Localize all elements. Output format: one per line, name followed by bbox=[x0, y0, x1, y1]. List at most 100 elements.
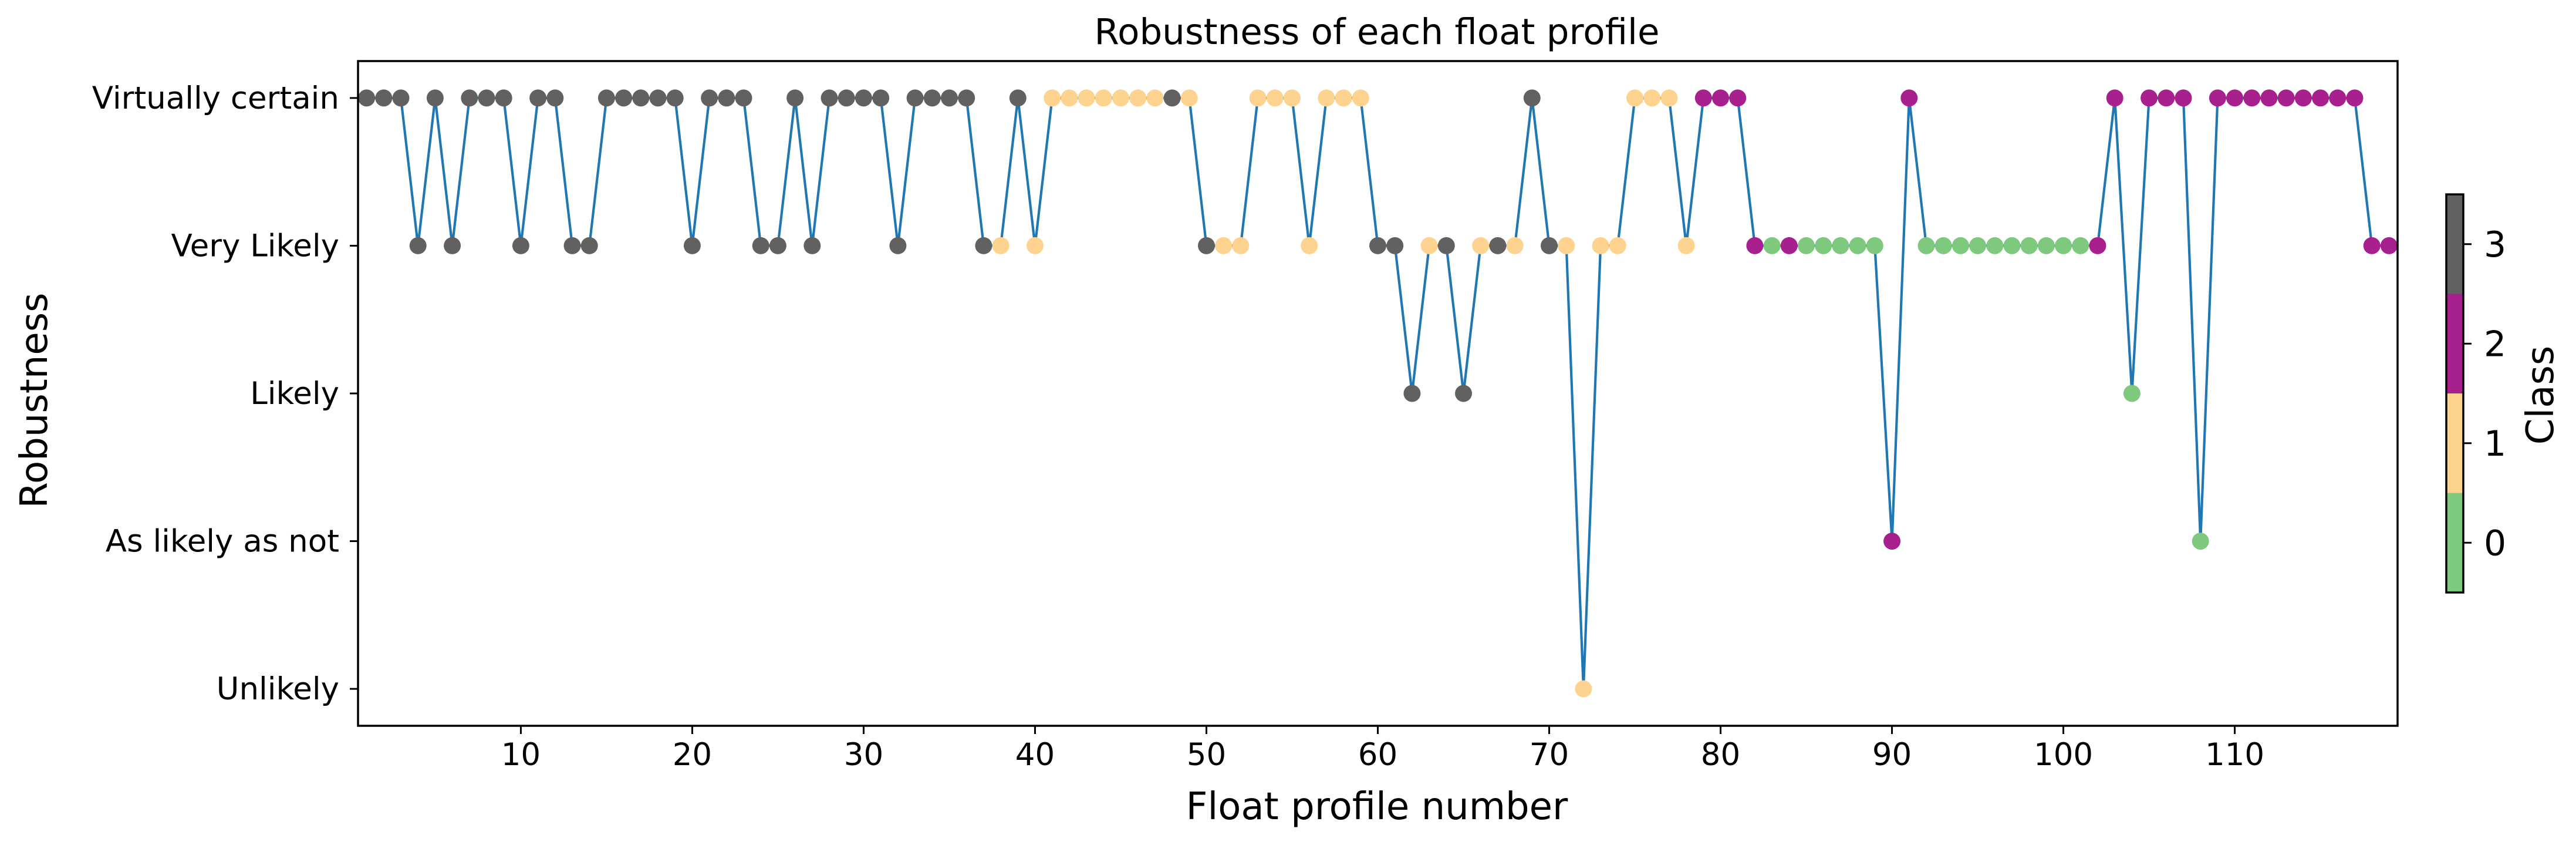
data-point bbox=[1643, 89, 1661, 107]
data-point bbox=[2003, 237, 2021, 254]
data-point bbox=[2020, 237, 2038, 254]
data-point bbox=[1969, 237, 1987, 254]
plot-area: 10 20 30 40 50 60 70 80 90 100 110 Virtually certai… bbox=[92, 60, 2399, 773]
data-point bbox=[2072, 237, 2089, 254]
data-point bbox=[1095, 89, 1112, 107]
data-point bbox=[2312, 89, 2329, 107]
data-point bbox=[2192, 533, 2209, 550]
data-point bbox=[1232, 237, 1250, 254]
data-point bbox=[1420, 237, 1438, 254]
data-point bbox=[821, 89, 838, 107]
y-tick-label: Virtually certain bbox=[92, 80, 339, 116]
data-point bbox=[1318, 89, 1335, 107]
x-tick-label: 20 bbox=[673, 737, 712, 773]
data-point bbox=[358, 89, 376, 107]
series-line bbox=[366, 96, 2389, 691]
data-point bbox=[958, 89, 975, 107]
data-point bbox=[1900, 89, 1918, 107]
data-point bbox=[1575, 680, 1592, 698]
data-point bbox=[1284, 89, 1301, 107]
data-point bbox=[855, 89, 872, 107]
data-point bbox=[563, 237, 581, 254]
data-point bbox=[2141, 89, 2158, 107]
data-point bbox=[1694, 89, 1712, 107]
data-point bbox=[752, 237, 769, 254]
data-point bbox=[1523, 89, 1541, 107]
y-tick-label: Very Likely bbox=[171, 228, 339, 264]
data-point bbox=[444, 237, 461, 254]
data-point bbox=[1780, 237, 1798, 254]
data-point bbox=[1129, 89, 1147, 107]
x-tick-label: 40 bbox=[1015, 737, 1055, 773]
colorbar-segment bbox=[2446, 294, 2463, 393]
data-point bbox=[838, 89, 855, 107]
data-point bbox=[735, 89, 752, 107]
data-point bbox=[786, 89, 804, 107]
data-point bbox=[1146, 89, 1164, 107]
data-point bbox=[2329, 89, 2347, 107]
data-point bbox=[1266, 89, 1284, 107]
data-point bbox=[1198, 237, 1215, 254]
data-point bbox=[2037, 237, 2055, 254]
data-point bbox=[546, 89, 564, 107]
colorbar-frame bbox=[2445, 193, 2464, 594]
data-point bbox=[2260, 89, 2278, 107]
data-point bbox=[2243, 89, 2261, 107]
data-point bbox=[1986, 237, 2004, 254]
x-axis-label: Float profile number bbox=[1186, 785, 1568, 829]
colorbar-label: Class bbox=[2519, 346, 2563, 445]
data-point bbox=[1746, 237, 1764, 254]
data-point bbox=[2277, 89, 2295, 107]
data-point bbox=[1592, 237, 1609, 254]
class-colorbar: 0 1 2 3 bbox=[2445, 193, 2506, 594]
colorbar-segment bbox=[2446, 393, 2463, 493]
data-point bbox=[2089, 237, 2106, 254]
x-tick-label: 100 bbox=[2034, 737, 2093, 773]
chart-title: Robustness of each float profile bbox=[1095, 11, 1660, 53]
data-point bbox=[701, 89, 718, 107]
data-point bbox=[923, 89, 941, 107]
data-point bbox=[1455, 385, 1472, 402]
axes-frame bbox=[357, 60, 2399, 727]
data-point bbox=[2106, 89, 2123, 107]
data-point bbox=[2380, 237, 2398, 254]
data-point bbox=[1078, 89, 1095, 107]
data-point bbox=[1301, 237, 1318, 254]
data-point bbox=[597, 89, 615, 107]
data-point bbox=[512, 237, 529, 254]
data-point bbox=[1489, 237, 1507, 254]
data-point bbox=[1352, 89, 1369, 107]
data-point bbox=[2363, 237, 2381, 254]
colorbar-segment bbox=[2446, 194, 2463, 294]
data-point bbox=[615, 89, 633, 107]
data-point bbox=[1917, 237, 1935, 254]
data-point bbox=[375, 89, 393, 107]
y-tick-label: As likely as not bbox=[106, 524, 339, 560]
data-point bbox=[2055, 237, 2072, 254]
colorbar-tick-label: 1 bbox=[2484, 423, 2506, 464]
data-point bbox=[941, 89, 958, 107]
data-point bbox=[1163, 89, 1181, 107]
data-point bbox=[769, 237, 786, 254]
y-tick-label: Likely bbox=[250, 376, 339, 412]
x-tick-label: 10 bbox=[501, 737, 541, 773]
data-point bbox=[529, 89, 547, 107]
colorbar-segment bbox=[2446, 493, 2463, 592]
data-point bbox=[975, 237, 992, 254]
data-point bbox=[1729, 89, 1747, 107]
data-point bbox=[1009, 89, 1027, 107]
data-point bbox=[1403, 385, 1421, 402]
data-point bbox=[1437, 237, 1455, 254]
data-point bbox=[872, 89, 890, 107]
x-tick-label: 80 bbox=[1701, 737, 1740, 773]
data-point bbox=[409, 237, 427, 254]
data-point bbox=[1472, 237, 1490, 254]
data-point bbox=[1866, 237, 1883, 254]
data-point bbox=[1386, 237, 1404, 254]
data-point bbox=[632, 89, 650, 107]
colorbar-tick-label: 0 bbox=[2484, 523, 2506, 564]
data-point bbox=[426, 89, 444, 107]
data-point bbox=[2346, 89, 2364, 107]
markers bbox=[358, 89, 2398, 698]
